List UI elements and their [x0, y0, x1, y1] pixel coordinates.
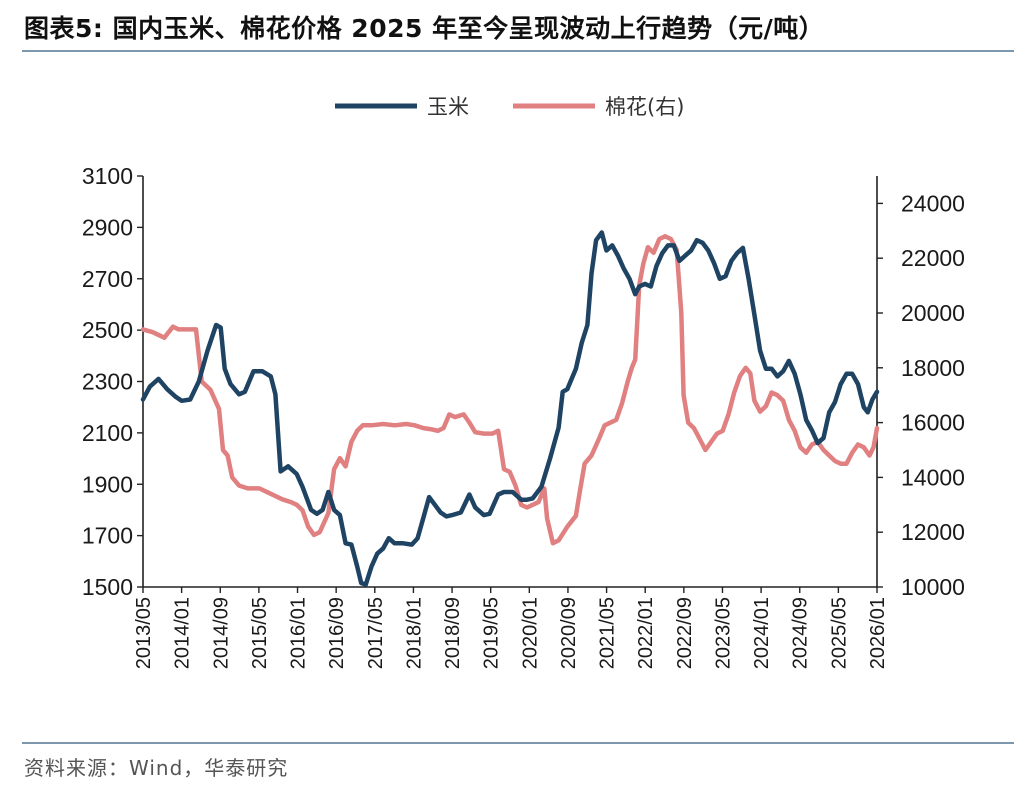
cotton-series-line [140, 234, 880, 546]
legend: 玉米 棉花(右) [335, 95, 684, 119]
right-tick-label: 20000 [901, 300, 965, 326]
right-tick-label: 24000 [901, 190, 965, 216]
bottom-rule [22, 742, 1014, 744]
left-tick-label: 1700 [82, 523, 133, 549]
x-tick-label: 2022/09 [674, 597, 696, 669]
left-tick-label: 1500 [82, 574, 133, 600]
cotton-legend-label: 棉花(右) [605, 95, 684, 119]
left-tick-label: 2500 [82, 317, 133, 343]
right-tick-label: 10000 [901, 574, 965, 600]
title-bar: 图表5: 国内玉米、棉花价格 2025 年至今呈现波动上行趋势（元/吨） [0, 0, 1036, 48]
x-tick-label: 2021/05 [597, 597, 619, 669]
x-tick-label: 2023/05 [712, 597, 734, 669]
x-tick-label: 2014/09 [210, 597, 232, 669]
left-tick-label: 2900 [82, 214, 133, 240]
left-tick-label: 2100 [82, 420, 133, 446]
top-rule [22, 50, 1014, 52]
line-chart: 玉米 棉花(右) 1500 1700 1900 2100 2300 2500 2700 2900… [82, 95, 965, 669]
right-tick-label: 16000 [901, 410, 965, 436]
figure-title: 图表5: 国内玉米、棉花价格 2025 年至今呈现波动上行趋势（元/吨） [24, 14, 825, 43]
source-note: 资料来源：Wind，华泰研究 [24, 756, 289, 780]
x-tick-label: 2017/05 [365, 597, 387, 669]
x-tick-label: 2014/01 [172, 597, 194, 669]
x-tick-label: 2018/01 [403, 597, 425, 669]
right-tick-label: 12000 [901, 519, 965, 545]
x-tick-label: 2024/01 [751, 597, 773, 669]
x-tick-label: 2020/09 [558, 597, 580, 669]
x-tick-label: 2020/01 [519, 597, 541, 669]
left-tick-label: 3100 [82, 163, 133, 189]
x-tick-label: 2025/05 [828, 597, 850, 669]
x-tick-label: 2026/01 [867, 597, 889, 669]
x-tick-label: 2015/05 [249, 597, 271, 669]
x-tick-label: 2024/09 [790, 597, 812, 669]
x-tick-label: 2018/09 [442, 597, 464, 669]
x-tick-label: 2016/01 [288, 597, 310, 669]
left-tick-label: 2700 [82, 266, 133, 292]
left-tick-label: 1900 [82, 471, 133, 497]
corn-series-line [140, 230, 880, 587]
x-tick-label: 2013/05 [133, 597, 155, 669]
x-tick-label: 2016/09 [326, 597, 348, 669]
x-tick-label: 2022/01 [635, 597, 657, 669]
right-tick-label: 18000 [901, 355, 965, 381]
right-tick-label: 22000 [901, 245, 965, 271]
left-tick-label: 2300 [82, 369, 133, 395]
plot-area: 1500 1700 1900 2100 2300 2500 2700 2900 3100 1000… [82, 163, 965, 669]
right-tick-label: 14000 [901, 464, 965, 490]
corn-legend-label: 玉米 [427, 95, 469, 119]
x-tick-label: 2019/05 [481, 597, 503, 669]
